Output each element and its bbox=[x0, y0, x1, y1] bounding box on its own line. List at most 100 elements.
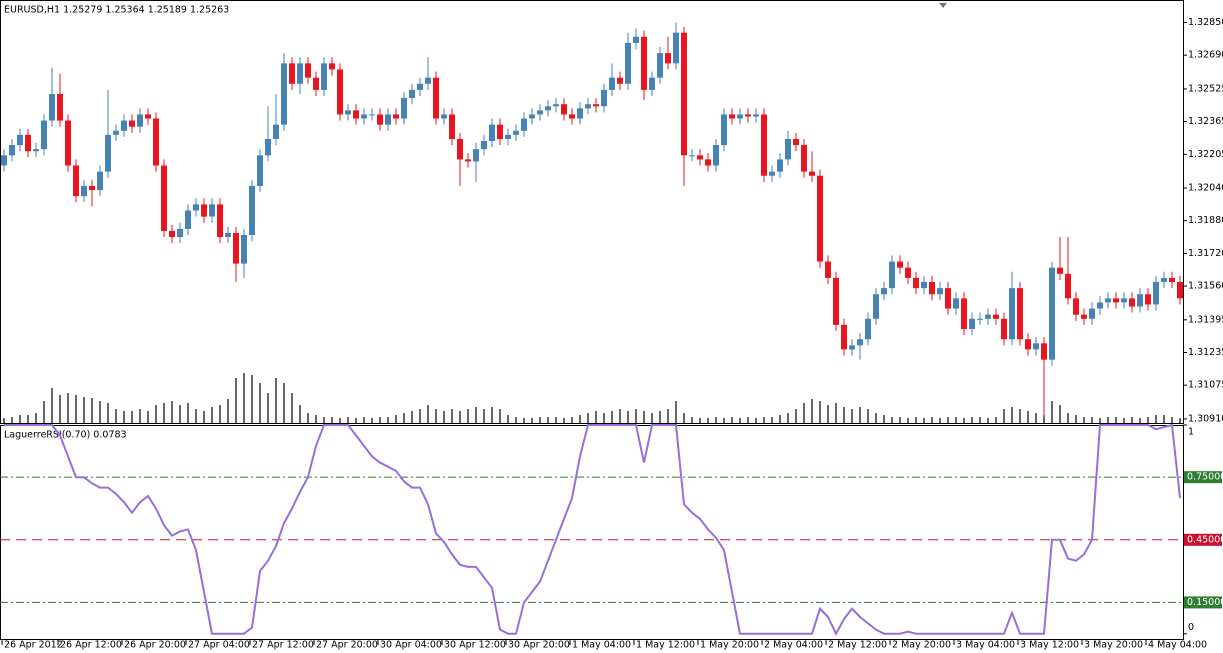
candle-body bbox=[737, 114, 743, 119]
candle-body bbox=[169, 230, 175, 238]
x-tick-label: 1 May 04:00 bbox=[572, 640, 631, 651]
candle-body bbox=[529, 114, 535, 119]
candle-body bbox=[201, 204, 207, 217]
candle-body bbox=[513, 130, 519, 135]
candle-body bbox=[961, 298, 967, 329]
candle-body bbox=[1097, 302, 1103, 309]
candle-body bbox=[553, 104, 559, 107]
rsi-line bbox=[4, 423, 1181, 636]
y-tick-label: 1.31880 bbox=[1188, 215, 1223, 226]
candle-body bbox=[1129, 298, 1135, 307]
candle-body bbox=[649, 77, 655, 90]
candle-body bbox=[761, 114, 767, 176]
candle-body bbox=[313, 77, 319, 90]
candle-body bbox=[673, 32, 679, 64]
y-tick-label: 1.32690 bbox=[1188, 50, 1223, 61]
candle-body bbox=[985, 314, 991, 319]
candle-body bbox=[425, 77, 431, 84]
candle-body bbox=[569, 114, 575, 119]
candle-body bbox=[473, 149, 479, 162]
candle-body bbox=[905, 267, 911, 278]
candle-body bbox=[257, 155, 263, 186]
candle-body bbox=[385, 114, 391, 125]
candle-body bbox=[137, 114, 143, 127]
y-tick-label: 1.32525 bbox=[1188, 83, 1223, 94]
candle-body bbox=[9, 145, 15, 156]
y-tick-label: 1.31720 bbox=[1188, 248, 1223, 259]
x-tick-label: 2 May 04:00 bbox=[764, 640, 823, 651]
x-tick-label: 26 Apr 2012 bbox=[4, 640, 63, 651]
candle-body bbox=[281, 63, 287, 125]
candle-body bbox=[465, 159, 471, 162]
candle-body bbox=[345, 110, 351, 115]
candle-body bbox=[609, 77, 615, 90]
candle-body bbox=[129, 120, 135, 127]
candle-body bbox=[969, 318, 975, 329]
candle-body bbox=[481, 141, 487, 150]
candle-body bbox=[617, 77, 623, 84]
candle-body bbox=[641, 36, 647, 90]
candle-body bbox=[809, 171, 815, 176]
level-label-box bbox=[1184, 596, 1222, 609]
candle-body bbox=[329, 63, 335, 70]
y-tick-label: 1.31560 bbox=[1188, 281, 1223, 292]
candle-body bbox=[825, 261, 831, 278]
candle-body bbox=[249, 185, 255, 235]
candle-body bbox=[937, 288, 943, 295]
candle-body bbox=[537, 110, 543, 115]
candle-body bbox=[585, 104, 591, 109]
candle-body bbox=[505, 134, 511, 139]
candle-body bbox=[953, 298, 959, 309]
y-tick-label: 0 bbox=[1188, 622, 1194, 633]
candle-body bbox=[57, 94, 63, 121]
candle-body bbox=[1081, 314, 1087, 319]
candle-body bbox=[897, 261, 903, 268]
y-tick-label: 1.32040 bbox=[1188, 183, 1223, 194]
candle-body bbox=[297, 63, 303, 84]
candle-body bbox=[713, 145, 719, 166]
candle-body bbox=[1049, 267, 1055, 360]
candle-body bbox=[793, 138, 799, 146]
candle-body bbox=[1017, 288, 1023, 340]
candle-body bbox=[657, 53, 663, 78]
candle-body bbox=[921, 282, 927, 289]
candle-body bbox=[1145, 294, 1151, 305]
candle-body bbox=[1105, 298, 1111, 303]
candle-body bbox=[17, 134, 23, 146]
x-tick-label: 27 Apr 20:00 bbox=[316, 640, 378, 651]
candle-body bbox=[113, 130, 119, 135]
candle-body bbox=[841, 324, 847, 350]
candle-body bbox=[193, 204, 199, 211]
candle-body bbox=[145, 114, 151, 119]
candle-body bbox=[769, 171, 775, 176]
candle-body bbox=[1033, 343, 1039, 350]
price-pane-frame bbox=[0, 0, 1184, 424]
y-tick-label: 1.30910 bbox=[1188, 413, 1223, 424]
x-tick-label: 2 May 12:00 bbox=[828, 640, 887, 651]
x-tick-label: 2 May 20:00 bbox=[892, 640, 951, 651]
candle-body bbox=[913, 277, 919, 289]
level-label: 0.15000 bbox=[1187, 597, 1223, 608]
candle-body bbox=[777, 159, 783, 172]
candle-body bbox=[977, 318, 983, 320]
price-header: EURUSD,H1 1.25279 1.25364 1.25189 1.2526… bbox=[4, 5, 229, 16]
candle-body bbox=[1, 155, 7, 166]
candle-body bbox=[753, 114, 759, 117]
candle-body bbox=[561, 104, 567, 115]
candle-body bbox=[377, 114, 383, 125]
x-tick-label: 30 Apr 12:00 bbox=[444, 640, 506, 651]
x-tick-label: 26 Apr 12:00 bbox=[60, 640, 122, 651]
candle-body bbox=[409, 89, 415, 99]
candle-body bbox=[577, 108, 583, 119]
x-tick-label: 30 Apr 20:00 bbox=[508, 640, 570, 651]
shift-marker bbox=[939, 3, 947, 8]
candle-body bbox=[433, 77, 439, 119]
candle-body bbox=[497, 124, 503, 139]
candle-body bbox=[1073, 298, 1079, 315]
x-tick-label: 27 Apr 04:00 bbox=[188, 640, 250, 651]
candle-body bbox=[305, 63, 311, 78]
y-tick-label: 1.32850 bbox=[1188, 17, 1223, 28]
y-tick-label: 1 bbox=[1188, 427, 1194, 438]
candle-body bbox=[289, 63, 295, 84]
